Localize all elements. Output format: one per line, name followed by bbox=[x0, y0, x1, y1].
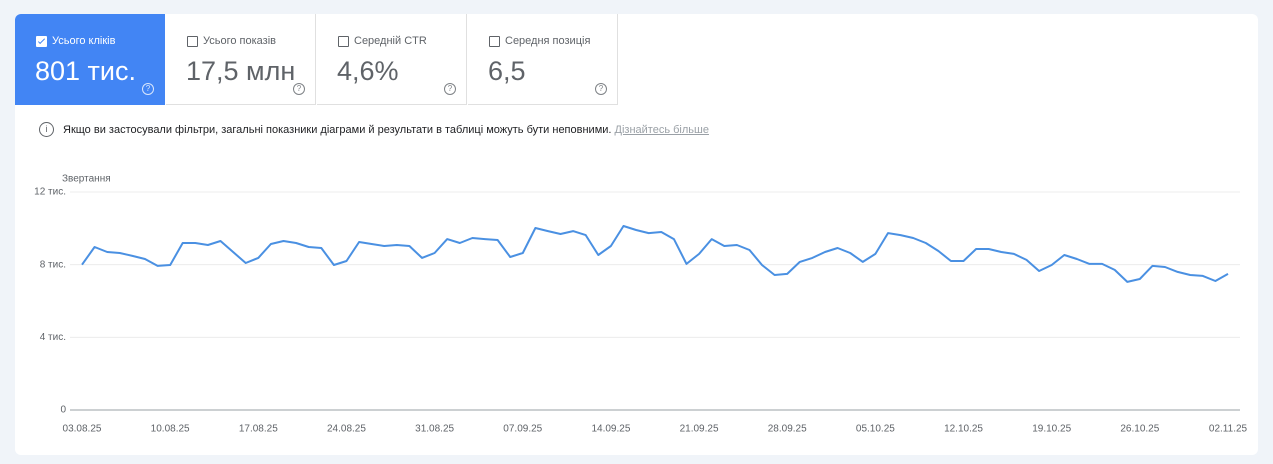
metric-label: Усього показів bbox=[187, 35, 276, 47]
metric-label-text: Усього кліків bbox=[52, 35, 116, 47]
metric-value: 801 тис. bbox=[35, 56, 136, 86]
metric-label: Середній CTR bbox=[338, 35, 427, 47]
notice-text: Якщо ви застосували фільтри, загальні по… bbox=[63, 123, 612, 136]
learn-more-link[interactable]: Дізнайтесь більше bbox=[614, 123, 709, 136]
metric-tab[interactable]: Середній CTR 4,6%? bbox=[317, 14, 467, 105]
metric-label: Середня позиція bbox=[489, 35, 590, 47]
metric-tab[interactable]: Усього показів 17,5 млн? bbox=[166, 14, 316, 105]
metric-label: Усього кліків bbox=[36, 35, 115, 47]
info-icon: i bbox=[39, 122, 54, 137]
performance-card: Усього кліків 801 тис.? Усього показів 17,5… bbox=[15, 14, 1258, 455]
checkbox[interactable] bbox=[36, 35, 47, 47]
metric-label-text: Середній CTR bbox=[354, 35, 427, 47]
notice: i Якщо ви застосували фільтри, загальні … bbox=[39, 122, 709, 137]
metric-label-text: Усього показів bbox=[203, 35, 276, 47]
help-icon[interactable]: ? bbox=[595, 83, 607, 95]
metric-value: 17,5 млн bbox=[186, 56, 296, 86]
checkbox[interactable] bbox=[338, 35, 349, 47]
metric-label-text: Середня позиція bbox=[505, 35, 591, 47]
checkbox[interactable] bbox=[187, 35, 198, 47]
metric-tab[interactable]: Середня позиція 6,5? bbox=[468, 14, 618, 105]
metric-value: 6,5 bbox=[488, 56, 526, 86]
help-icon[interactable]: ? bbox=[142, 83, 154, 95]
metric-value: 4,6% bbox=[337, 56, 399, 86]
checkbox[interactable] bbox=[489, 35, 500, 47]
help-icon[interactable]: ? bbox=[293, 83, 305, 95]
help-icon[interactable]: ? bbox=[444, 83, 456, 95]
metric-tab[interactable]: Усього кліків 801 тис.? bbox=[15, 14, 165, 105]
